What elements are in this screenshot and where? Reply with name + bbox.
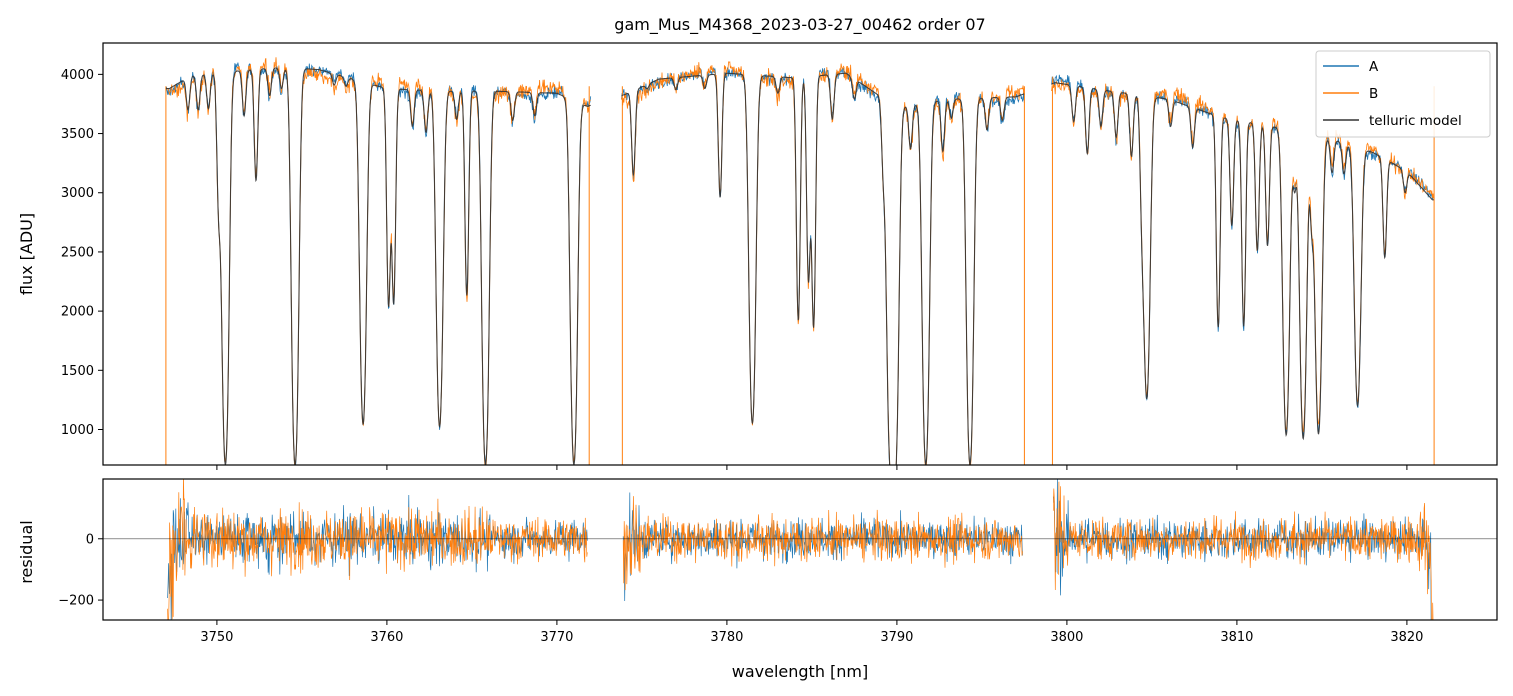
legend-label: B (1369, 86, 1378, 102)
flux-y-ticks: 1000 1500 2000 2500 3000 3500 4000 (61, 68, 103, 438)
flux-y-tick-label: 2000 (61, 305, 94, 320)
telluric-model-line (1051, 82, 1434, 441)
x-axis-label: wavelength [nm] (732, 662, 869, 681)
legend-label: A (1369, 59, 1379, 75)
residual-A-line (167, 494, 588, 620)
residual-B-line (167, 479, 588, 620)
series-B-line (621, 61, 1025, 465)
residual-y-axis-label: residual (17, 520, 36, 583)
residual-plot-area (103, 479, 1497, 620)
x-tick-label: 3810 (1220, 630, 1253, 645)
residual-x-ticks: 3750 3760 3770 3780 3790 3800 3810 3820 (200, 620, 1423, 645)
x-tick-label: 3760 (370, 630, 403, 645)
residual-B-line (1052, 481, 1434, 620)
flux-y-tick-label: 3000 (61, 186, 94, 201)
flux-y-axis-label: flux [ADU] (17, 213, 36, 295)
flux-y-tick-label: 3500 (61, 127, 94, 142)
x-tick-label: 3820 (1390, 630, 1423, 645)
flux-y-tick-label: 4000 (61, 68, 94, 83)
residual-B-line (622, 496, 1023, 591)
chart-title: gam_Mus_M4368_2023-03-27_00462 order 07 (614, 15, 985, 35)
flux-y-tick-label: 2500 (61, 245, 94, 260)
x-tick-label: 3770 (540, 630, 573, 645)
x-tick-label: 3780 (710, 630, 743, 645)
flux-y-tick-label: 1000 (61, 423, 94, 438)
flux-y-tick-label: 1500 (61, 364, 94, 379)
telluric-model-line (165, 67, 591, 465)
telluric-model-line (621, 72, 1025, 465)
residual-y-tick-label: 0 (86, 532, 94, 547)
x-tick-label: 3800 (1050, 630, 1083, 645)
residual-y-tick-label: −200 (58, 594, 94, 609)
residual-y-ticks: −200 0 (58, 532, 103, 609)
x-tick-label: 3790 (880, 630, 913, 645)
legend-label: telluric model (1369, 113, 1462, 129)
residual-panel: −200 0 3750 3760 3770 3780 3790 3800 3810 3820 r… (17, 478, 1498, 681)
flux-x-ticks (216, 465, 1408, 470)
x-tick-label: 3750 (200, 630, 233, 645)
flux-panel-frame (102, 42, 1498, 466)
legend-box (1315, 50, 1491, 138)
residual-panel-frame (102, 478, 1498, 621)
flux-plot-area (165, 57, 1435, 465)
